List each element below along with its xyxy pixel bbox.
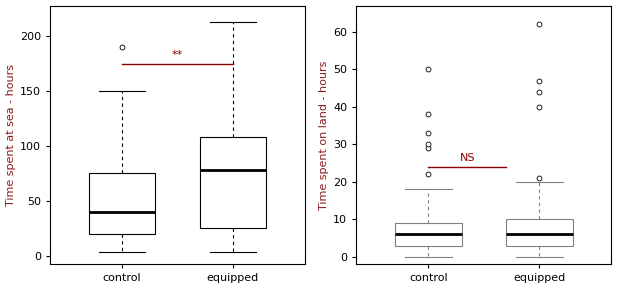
Y-axis label: Time spent on land - hours: Time spent on land - hours <box>319 60 329 210</box>
Bar <box>89 173 155 234</box>
Text: NS: NS <box>460 153 475 163</box>
Text: **: ** <box>172 50 183 60</box>
Bar <box>200 137 266 228</box>
Bar <box>506 219 573 246</box>
Y-axis label: Time spent at sea - hours: Time spent at sea - hours <box>6 64 15 206</box>
Bar <box>395 223 462 246</box>
